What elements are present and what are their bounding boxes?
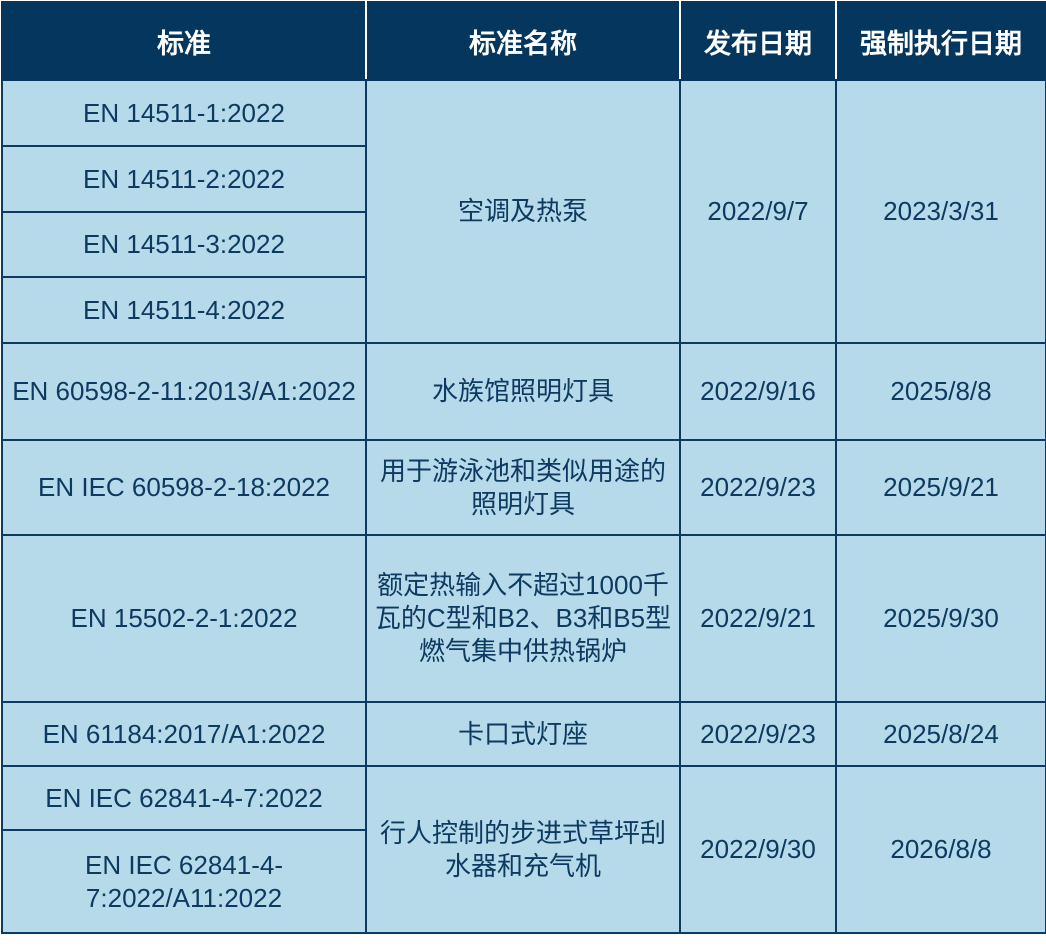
enforced-date-cell: 2023/3/31	[835, 79, 1046, 344]
standard-cell: EN 60598-2-11:2013/A1:2022	[1, 342, 367, 441]
table-row: EN 61184:2017/A1:2022 卡口式灯座 2022/9/23 2025/…	[1, 701, 1046, 767]
enforced-date-cell: 2026/8/8	[835, 765, 1046, 934]
table-row: EN 14511-3:2022	[1, 211, 1046, 278]
table-row: EN IEC 62841-4-7:2022 行人控制的步进式草坪刮水器和充气机 20…	[1, 765, 1046, 934]
header-name: 标准名称	[365, 1, 681, 81]
name-cell: 空调及热泵	[365, 79, 681, 344]
standard-cell: EN IEC 60598-2-18:2022	[1, 439, 367, 536]
name-cell: 额定热输入不超过1000千瓦的C型和B2、B3和B5型燃气集中供热锅炉	[365, 534, 681, 703]
standard-cell: EN 15502-2-1:2022	[1, 534, 367, 703]
table-row: EN IEC 62841-4-7:2022/A11:2022	[1, 829, 1046, 934]
table-row: EN 14511-1:2022 空调及热泵 2022/9/7 2023/3/31	[1, 79, 1046, 344]
table-row: EN 14511-4:2022	[1, 276, 1046, 344]
header-published: 发布日期	[679, 1, 837, 81]
table-row: EN 14511-2:2022	[1, 145, 1046, 213]
table-row: EN 60598-2-11:2013/A1:2022 水族馆照明灯具 2022/9/…	[1, 342, 1046, 441]
table-row: EN 15502-2-1:2022 额定热输入不超过1000千瓦的C型和B2、B3…	[1, 534, 1046, 703]
header-enforced: 强制执行日期	[835, 1, 1046, 81]
standard-cell: EN 14511-3:2022	[1, 211, 367, 278]
standard-cell: EN 61184:2017/A1:2022	[1, 701, 367, 767]
enforced-date-cell: 2025/8/8	[835, 342, 1046, 441]
published-date-cell: 2022/9/16	[679, 342, 837, 441]
name-cell: 行人控制的步进式草坪刮水器和充气机	[365, 765, 681, 934]
enforced-date-cell: 2025/9/30	[835, 534, 1046, 703]
name-cell: 水族馆照明灯具	[365, 342, 681, 441]
header-standard: 标准	[1, 1, 367, 81]
name-cell: 用于游泳池和类似用途的照明灯具	[365, 439, 681, 536]
published-date-cell: 2022/9/30	[679, 765, 837, 934]
standard-cell: EN IEC 62841-4-7:2022/A11:2022	[1, 829, 367, 934]
header-row: 标准 标准名称 发布日期 强制执行日期	[1, 1, 1046, 81]
published-date-cell: 2022/9/21	[679, 534, 837, 703]
published-date-cell: 2022/9/23	[679, 701, 837, 767]
standard-cell: EN 14511-1:2022	[1, 79, 367, 147]
published-date-cell: 2022/9/7	[679, 79, 837, 344]
standard-cell: EN 14511-2:2022	[1, 145, 367, 213]
published-date-cell: 2022/9/23	[679, 439, 837, 536]
table-row: EN IEC 60598-2-18:2022 用于游泳池和类似用途的照明灯具 202…	[1, 439, 1046, 536]
enforced-date-cell: 2025/8/24	[835, 701, 1046, 767]
name-cell: 卡口式灯座	[365, 701, 681, 767]
standard-cell: EN IEC 62841-4-7:2022	[1, 765, 367, 831]
enforced-date-cell: 2025/9/21	[835, 439, 1046, 536]
standard-cell: EN 14511-4:2022	[1, 276, 367, 344]
